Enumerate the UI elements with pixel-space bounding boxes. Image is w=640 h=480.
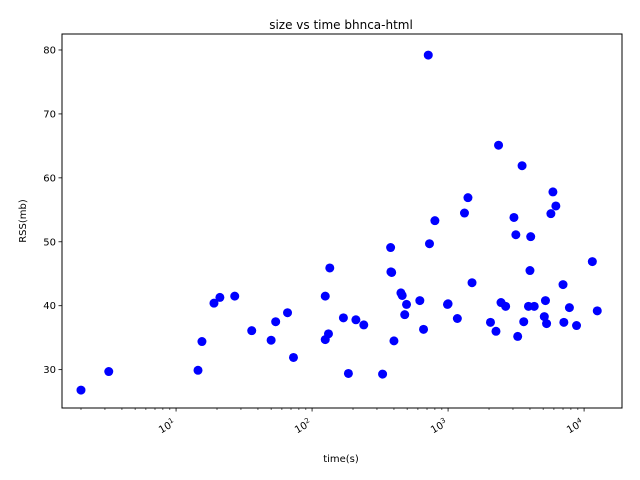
data-point [559, 317, 569, 327]
x-axis-label: time(s) [323, 454, 359, 465]
data-point [266, 335, 276, 345]
data-point [215, 292, 225, 302]
data-point [415, 296, 425, 306]
data-point [325, 263, 335, 273]
y-tick-label: 70 [43, 109, 56, 120]
data-point [564, 303, 574, 313]
data-point [424, 239, 434, 249]
data-point [283, 308, 293, 318]
data-point [485, 317, 495, 327]
data-point [359, 320, 369, 330]
data-point [542, 319, 552, 329]
data-point [193, 365, 203, 375]
data-point [548, 187, 558, 197]
data-point [511, 230, 521, 240]
y-tick-label: 60 [43, 173, 56, 184]
data-point [539, 312, 549, 322]
y-axis-ticks: 30 40 50 60 70 80 [43, 45, 62, 376]
data-point [501, 301, 511, 311]
data-point [400, 310, 410, 320]
data-point [525, 266, 535, 276]
data-point [572, 321, 582, 331]
data-point [519, 317, 529, 327]
y-tick-label: 40 [43, 301, 56, 312]
data-point [247, 326, 257, 336]
data-point [343, 368, 353, 378]
data-point [386, 243, 396, 253]
data-point [397, 290, 407, 300]
x-axis-ticks: 101 102 103 104 [80, 408, 585, 436]
data-point [104, 367, 114, 377]
data-point [197, 337, 207, 347]
y-tick-label: 50 [43, 237, 56, 248]
data-point [494, 140, 504, 150]
data-point [387, 267, 397, 277]
chart-title: size vs time bhnca-html [269, 18, 413, 32]
data-point [323, 329, 333, 339]
data-point [378, 369, 388, 379]
data-point [491, 326, 501, 336]
data-point [558, 280, 568, 290]
data-point [513, 331, 523, 341]
data-point [459, 208, 469, 218]
data-point [546, 209, 556, 219]
data-point [402, 299, 412, 309]
data-point [430, 216, 440, 226]
data-point [509, 212, 519, 222]
data-point [467, 278, 477, 288]
data-point [338, 313, 348, 323]
data-point [540, 296, 550, 306]
data-point [587, 257, 597, 267]
plot-frame [61, 33, 623, 409]
data-point [443, 299, 453, 309]
data-points [76, 50, 602, 395]
data-point [76, 385, 86, 395]
data-point [271, 317, 281, 327]
data-point [529, 301, 539, 311]
data-point [230, 291, 240, 301]
data-point [463, 193, 473, 203]
data-point [517, 161, 527, 171]
y-tick-label: 30 [43, 365, 56, 376]
y-axis-label: RSS(mb) [18, 199, 29, 243]
data-point [320, 291, 330, 301]
data-point [551, 201, 561, 211]
y-tick-label: 80 [43, 45, 56, 56]
data-point [389, 336, 399, 346]
data-point [419, 324, 429, 334]
data-point [423, 50, 433, 60]
data-point [526, 232, 536, 242]
data-point [592, 306, 602, 316]
data-point [209, 298, 219, 308]
data-point [351, 315, 361, 325]
data-point [452, 313, 462, 323]
data-point [288, 352, 298, 362]
